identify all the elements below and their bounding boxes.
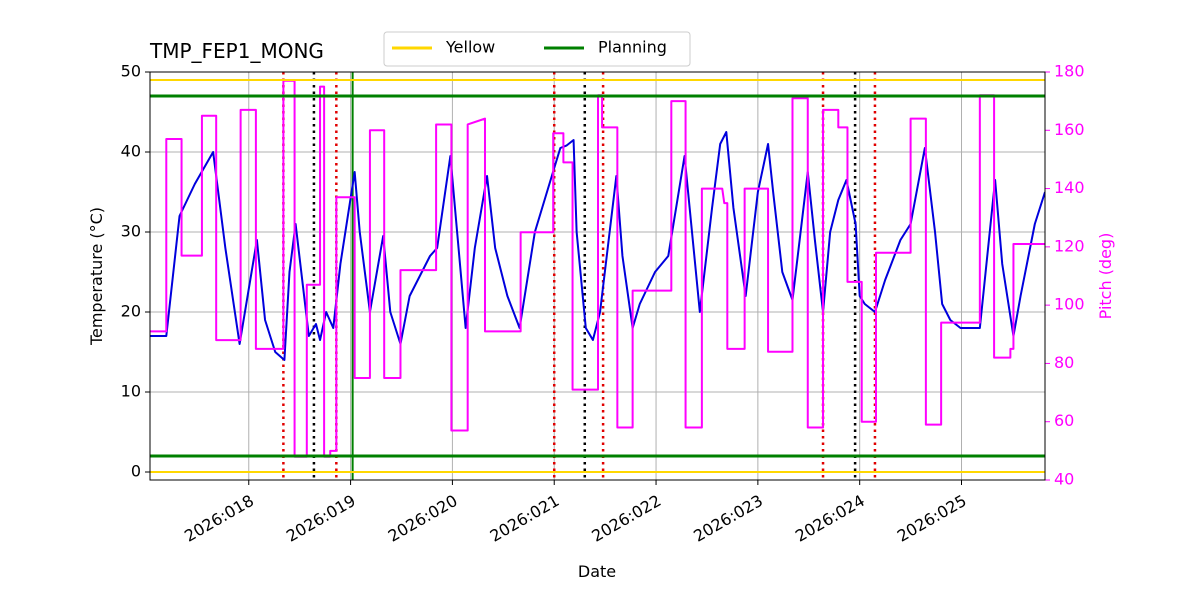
series-line xyxy=(150,131,1045,361)
y-tick-label: 20 xyxy=(121,302,141,321)
series-line xyxy=(150,79,1045,458)
y2-tick-label: 180 xyxy=(1054,62,1085,81)
chart-title: TMP_FEP1_MONG xyxy=(149,39,324,63)
x-axis-label: Date xyxy=(578,562,616,581)
y2-tick-label: 60 xyxy=(1054,411,1074,430)
y-tick-label: 30 xyxy=(121,222,141,241)
legend-label: Planning xyxy=(598,38,667,57)
y2-axis-label: Pitch (deg) xyxy=(1096,233,1115,320)
legend-label: Yellow xyxy=(445,38,495,57)
y-axis-label: Temperature (°C) xyxy=(87,207,106,346)
x-tick-label: 2026:024 xyxy=(792,491,868,546)
x-tick-label: 2026:018 xyxy=(181,491,257,546)
plot-frame xyxy=(149,71,1046,481)
y-tick-label: 40 xyxy=(121,142,141,161)
x-tick-label: 2026:019 xyxy=(283,491,359,546)
x-tick-label: 2026:025 xyxy=(894,491,970,546)
y2-tick-label: 160 xyxy=(1054,120,1085,139)
y2-tick-label: 140 xyxy=(1054,178,1085,197)
y2-tick-label: 100 xyxy=(1054,295,1085,314)
x-tick-label: 2026:021 xyxy=(487,491,563,546)
x-tick-label: 2026:020 xyxy=(385,491,461,546)
y2-tick-label: 80 xyxy=(1054,353,1074,372)
x-tick-label: 2026:023 xyxy=(690,491,766,546)
y2-tick-label: 40 xyxy=(1054,470,1074,489)
plot-area xyxy=(150,72,1045,480)
y2-tick-label: 120 xyxy=(1054,236,1085,255)
y-tick-label: 0 xyxy=(131,462,141,481)
legend: Yellow Planning xyxy=(383,31,691,67)
x-tick-label: 2026:022 xyxy=(588,491,664,546)
y-tick-label: 10 xyxy=(121,382,141,401)
legend-box xyxy=(383,31,691,67)
y-tick-label: 50 xyxy=(121,62,141,81)
